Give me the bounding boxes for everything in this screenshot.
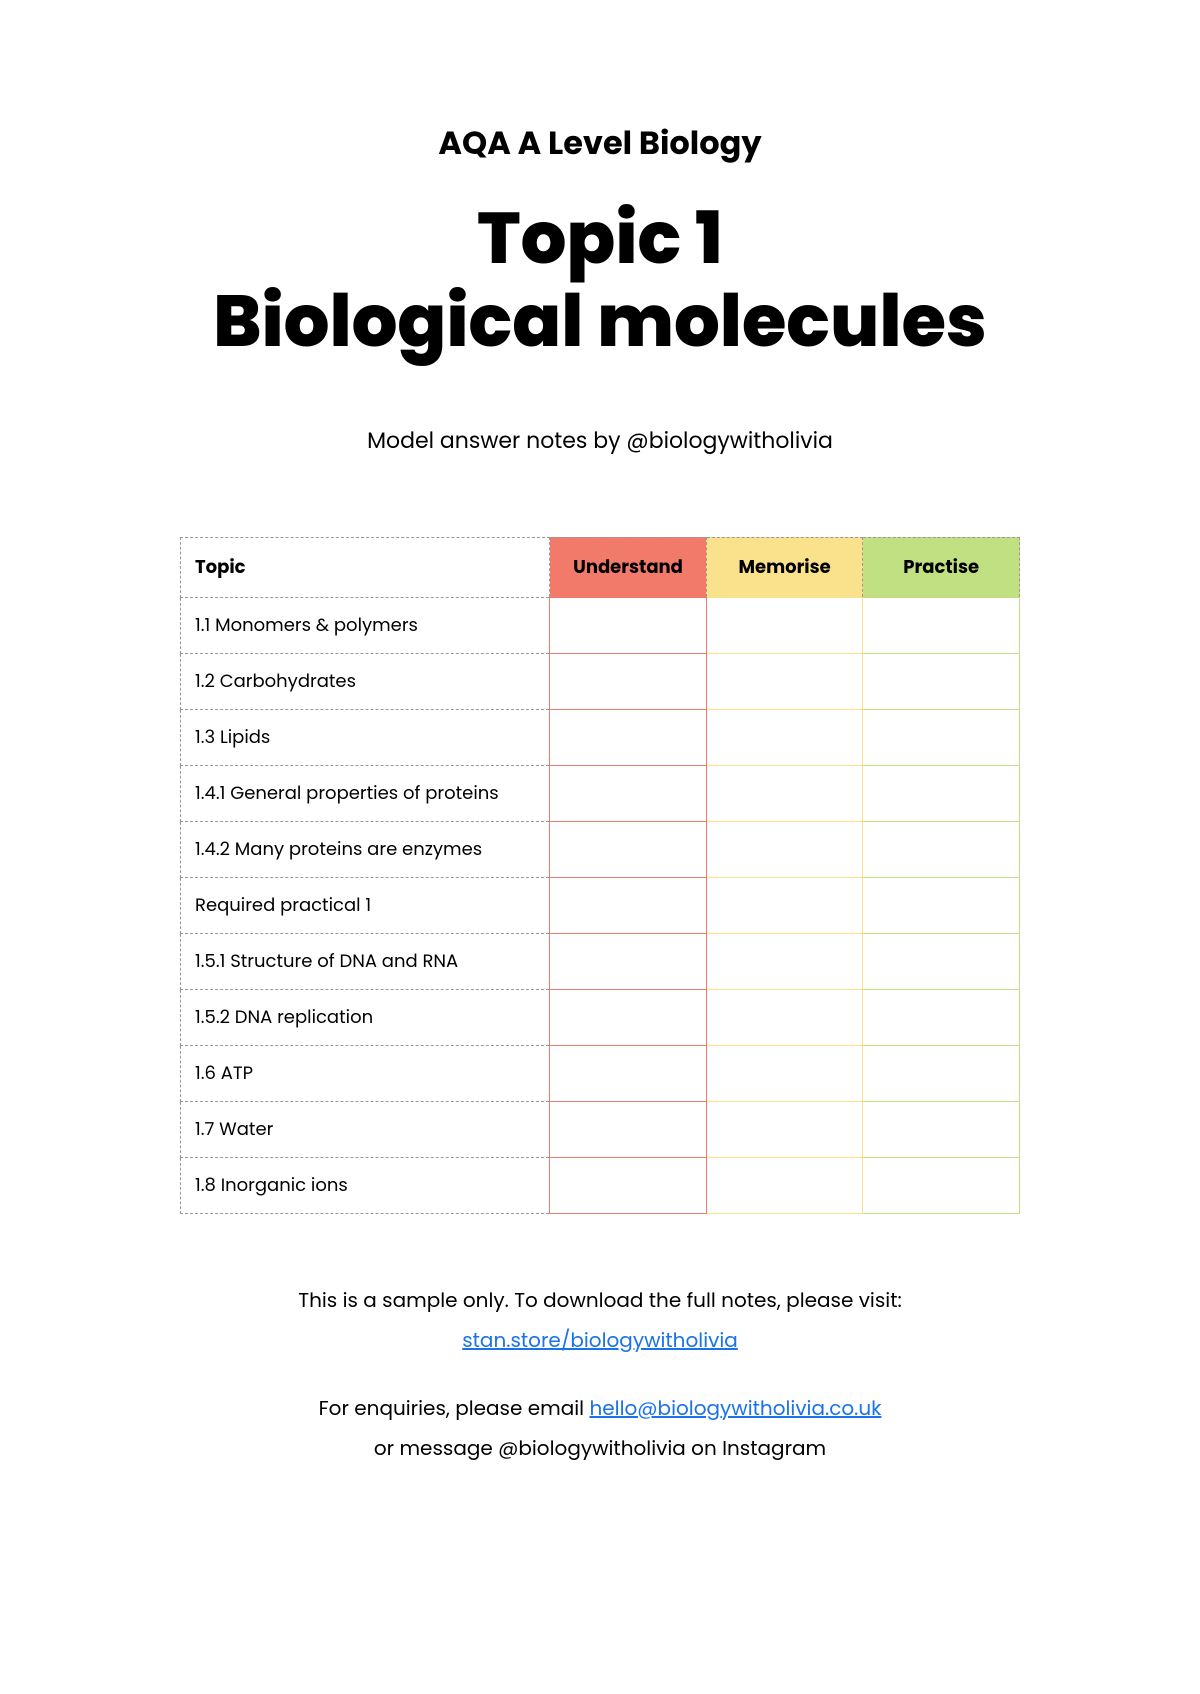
practise-cell (863, 597, 1020, 653)
sample-link-line: stan.store/biologywitholivia (100, 1324, 1100, 1356)
memorise-cell (706, 1101, 863, 1157)
table-row: 1.1 Monomers & polymers (181, 597, 1020, 653)
memorise-cell (706, 989, 863, 1045)
memorise-cell (706, 653, 863, 709)
practise-cell (863, 1101, 1020, 1157)
memorise-cell (706, 709, 863, 765)
column-header-topic: Topic (181, 537, 550, 597)
understand-cell (550, 1101, 707, 1157)
table-row: 1.4.1 General properties of proteins (181, 765, 1020, 821)
enquiries-prefix: For enquiries, please email (319, 1394, 590, 1422)
practise-cell (863, 989, 1020, 1045)
topic-cell: 1.2 Carbohydrates (181, 653, 550, 709)
practise-cell (863, 933, 1020, 989)
table-row: Required practical 1 (181, 877, 1020, 933)
practise-cell (863, 1157, 1020, 1213)
memorise-cell (706, 597, 863, 653)
byline: Model answer notes by @biologywitholivia (100, 424, 1100, 457)
practise-cell (863, 765, 1020, 821)
table-row: 1.8 Inorganic ions (181, 1157, 1020, 1213)
practise-cell (863, 821, 1020, 877)
topic-cell: 1.4.1 General properties of proteins (181, 765, 550, 821)
practise-cell (863, 1045, 1020, 1101)
memorise-cell (706, 1045, 863, 1101)
title-line-2: Biological molecules (213, 271, 987, 372)
column-header-understand: Understand (550, 537, 707, 597)
table-row: 1.2 Carbohydrates (181, 653, 1020, 709)
enquiries-line-1: For enquiries, please email hello@biolog… (100, 1392, 1100, 1424)
table-row: 1.5.2 DNA replication (181, 989, 1020, 1045)
table-row: 1.3 Lipids (181, 709, 1020, 765)
understand-cell (550, 877, 707, 933)
memorise-cell (706, 1157, 863, 1213)
footer-enquiries-block: For enquiries, please email hello@biolog… (100, 1392, 1100, 1464)
enquiries-line-2: or message @biologywitholivia on Instagr… (100, 1432, 1100, 1464)
sample-text: This is a sample only. To download the f… (100, 1284, 1100, 1316)
table-row: 1.7 Water (181, 1101, 1020, 1157)
topic-cell: 1.1 Monomers & polymers (181, 597, 550, 653)
topic-cell: 1.7 Water (181, 1101, 550, 1157)
topic-cell: 1.5.1 Structure of DNA and RNA (181, 933, 550, 989)
table-row: 1.4.2 Many proteins are enzymes (181, 821, 1020, 877)
memorise-cell (706, 765, 863, 821)
understand-cell (550, 597, 707, 653)
table-body: 1.1 Monomers & polymers1.2 Carbohydrates… (181, 597, 1020, 1213)
topic-cell: 1.3 Lipids (181, 709, 550, 765)
understand-cell (550, 933, 707, 989)
memorise-cell (706, 933, 863, 989)
understand-cell (550, 765, 707, 821)
footer-sample-block: This is a sample only. To download the f… (100, 1284, 1100, 1356)
understand-cell (550, 1157, 707, 1213)
table-row: 1.6 ATP (181, 1045, 1020, 1101)
column-header-memorise: Memorise (706, 537, 863, 597)
topics-table-container: Topic Understand Memorise Practise 1.1 M… (180, 537, 1020, 1214)
understand-cell (550, 709, 707, 765)
understand-cell (550, 653, 707, 709)
memorise-cell (706, 877, 863, 933)
sample-link[interactable]: stan.store/biologywitholivia (462, 1326, 738, 1354)
practise-cell (863, 709, 1020, 765)
topic-cell: 1.4.2 Many proteins are enzymes (181, 821, 550, 877)
understand-cell (550, 821, 707, 877)
topic-cell: 1.5.2 DNA replication (181, 989, 550, 1045)
practise-cell (863, 877, 1020, 933)
enquiries-email-link[interactable]: hello@biologywitholivia.co.uk (589, 1394, 881, 1422)
memorise-cell (706, 821, 863, 877)
practise-cell (863, 653, 1020, 709)
page-title: Topic 1 Biological molecules (100, 198, 1100, 364)
column-header-practise: Practise (863, 537, 1020, 597)
topic-cell: 1.6 ATP (181, 1045, 550, 1101)
table-row: 1.5.1 Structure of DNA and RNA (181, 933, 1020, 989)
course-subtitle: AQA A Level Biology (100, 120, 1100, 168)
understand-cell (550, 989, 707, 1045)
topic-cell: Required practical 1 (181, 877, 550, 933)
topic-cell: 1.8 Inorganic ions (181, 1157, 550, 1213)
topics-table: Topic Understand Memorise Practise 1.1 M… (180, 537, 1020, 1214)
table-header-row: Topic Understand Memorise Practise (181, 537, 1020, 597)
understand-cell (550, 1045, 707, 1101)
